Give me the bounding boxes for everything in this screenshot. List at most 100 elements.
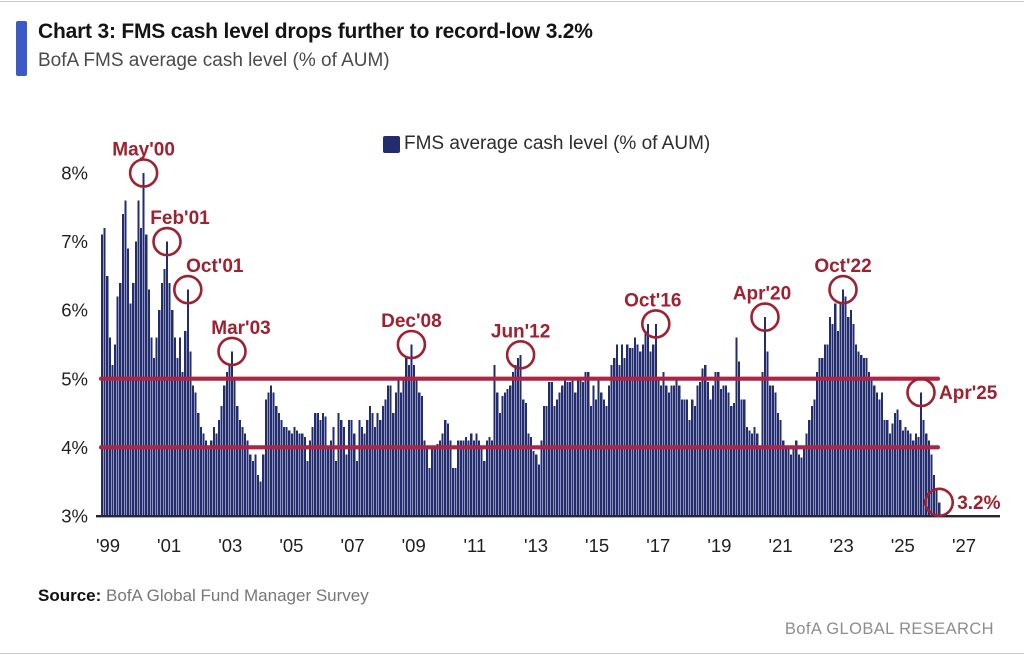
annotation-circle xyxy=(217,336,247,367)
chart-bar xyxy=(368,406,371,516)
chart-bar xyxy=(592,385,595,516)
chart-subtitle: BofA FMS average cash level (% of AUM) xyxy=(38,50,390,71)
chart-bar xyxy=(831,323,834,516)
chart-bar xyxy=(483,461,486,516)
chart-bar xyxy=(670,385,673,516)
chart-bar xyxy=(823,344,826,516)
chart-bar xyxy=(184,330,187,516)
chart-bar xyxy=(717,371,720,516)
chart-bar xyxy=(205,440,208,516)
annotation-circle xyxy=(396,329,427,360)
chart-bar xyxy=(626,344,629,516)
chart-bar xyxy=(472,440,475,516)
chart-bar xyxy=(618,365,621,516)
x-axis-line xyxy=(96,515,1000,518)
chart-bar xyxy=(457,440,460,516)
annotation-circle xyxy=(750,302,780,332)
x-tick-label: '17 xyxy=(646,535,670,556)
chart-bar xyxy=(387,385,390,516)
annotation-circle xyxy=(828,274,858,305)
x-tick-label: '09 xyxy=(402,535,426,556)
chart-bar xyxy=(561,385,564,516)
chart-bar xyxy=(673,385,676,516)
chart-bar xyxy=(506,389,509,516)
chart-bar xyxy=(363,433,366,516)
chart-bar xyxy=(696,385,699,516)
chart-bar xyxy=(210,440,213,516)
chart-bar xyxy=(644,330,647,516)
chart-bar xyxy=(262,454,265,516)
chart-bar xyxy=(800,457,803,516)
chart-bar xyxy=(634,337,637,516)
chart-bar xyxy=(727,392,730,516)
annotation-circle xyxy=(173,274,203,305)
x-tick-label: '13 xyxy=(524,535,548,556)
chart-bar xyxy=(431,447,434,516)
chart-bar xyxy=(818,358,821,516)
chart-bar xyxy=(228,365,231,516)
chart-bar xyxy=(275,406,278,516)
chart-bar xyxy=(613,358,616,516)
chart-bar xyxy=(329,440,332,516)
chart-bar xyxy=(306,461,309,516)
chart-bar xyxy=(462,440,465,516)
chart-bar xyxy=(192,385,195,516)
chart-bar xyxy=(654,323,657,516)
chart-bar xyxy=(160,282,163,516)
chart-bar xyxy=(771,385,774,516)
chart-bar xyxy=(917,437,920,516)
footer-brand: BofA GLOBAL RESEARCH xyxy=(784,620,994,638)
chart-bar xyxy=(103,227,106,516)
x-tick-label: '27 xyxy=(952,535,976,556)
chart-bar xyxy=(888,433,891,516)
chart-bar xyxy=(865,358,868,516)
chart-bar xyxy=(371,413,374,516)
chart-bar xyxy=(392,413,395,516)
chart-bar xyxy=(753,426,756,516)
chart-bar xyxy=(465,437,468,516)
y-tick-label: 3% xyxy=(61,506,88,527)
chart-bar xyxy=(743,399,746,516)
chart-bar xyxy=(342,426,345,516)
x-tick-label: '21 xyxy=(769,535,793,556)
annotation-circle xyxy=(640,309,671,339)
chart-bar xyxy=(353,433,356,516)
chart-bar xyxy=(181,371,184,516)
chart-bar xyxy=(605,406,608,516)
chart-bar xyxy=(847,317,850,516)
chart-bar xyxy=(433,447,436,516)
chart-bar xyxy=(691,399,694,516)
chart-bar xyxy=(519,354,522,516)
source-line: Source: BofA Global Fund Manager Survey xyxy=(38,586,369,606)
legend-label: FMS average cash level (% of AUM) xyxy=(404,133,711,154)
chart-bar xyxy=(436,444,439,516)
chart-bar xyxy=(236,406,239,516)
chart-bar xyxy=(764,317,767,516)
chart-bar xyxy=(439,440,442,516)
chart-bar xyxy=(829,317,832,516)
chart-bar xyxy=(345,454,348,516)
chart-bar xyxy=(927,440,930,516)
chart-bar xyxy=(834,303,837,516)
chart-bar xyxy=(272,392,275,516)
chart-bar xyxy=(621,344,624,516)
chart-bar xyxy=(688,420,691,516)
chart-bar xyxy=(545,406,548,516)
chart-bar xyxy=(813,399,816,516)
chart-bar xyxy=(407,365,410,516)
chart-bar xyxy=(527,433,530,516)
chart-bar xyxy=(740,399,743,516)
chart-bar xyxy=(301,433,304,516)
chart-bar xyxy=(179,337,182,516)
chart-bar xyxy=(797,454,800,516)
x-tick-label: '23 xyxy=(830,535,854,556)
chart-bar xyxy=(189,351,192,516)
chart-bar xyxy=(309,440,312,516)
chart-bar xyxy=(891,423,894,516)
chart-bar xyxy=(311,426,314,516)
chart-bar xyxy=(790,454,793,516)
chart-bar xyxy=(244,433,247,516)
chart-bar xyxy=(355,461,358,516)
chart-bar xyxy=(628,347,631,516)
chart-bar xyxy=(288,430,291,517)
